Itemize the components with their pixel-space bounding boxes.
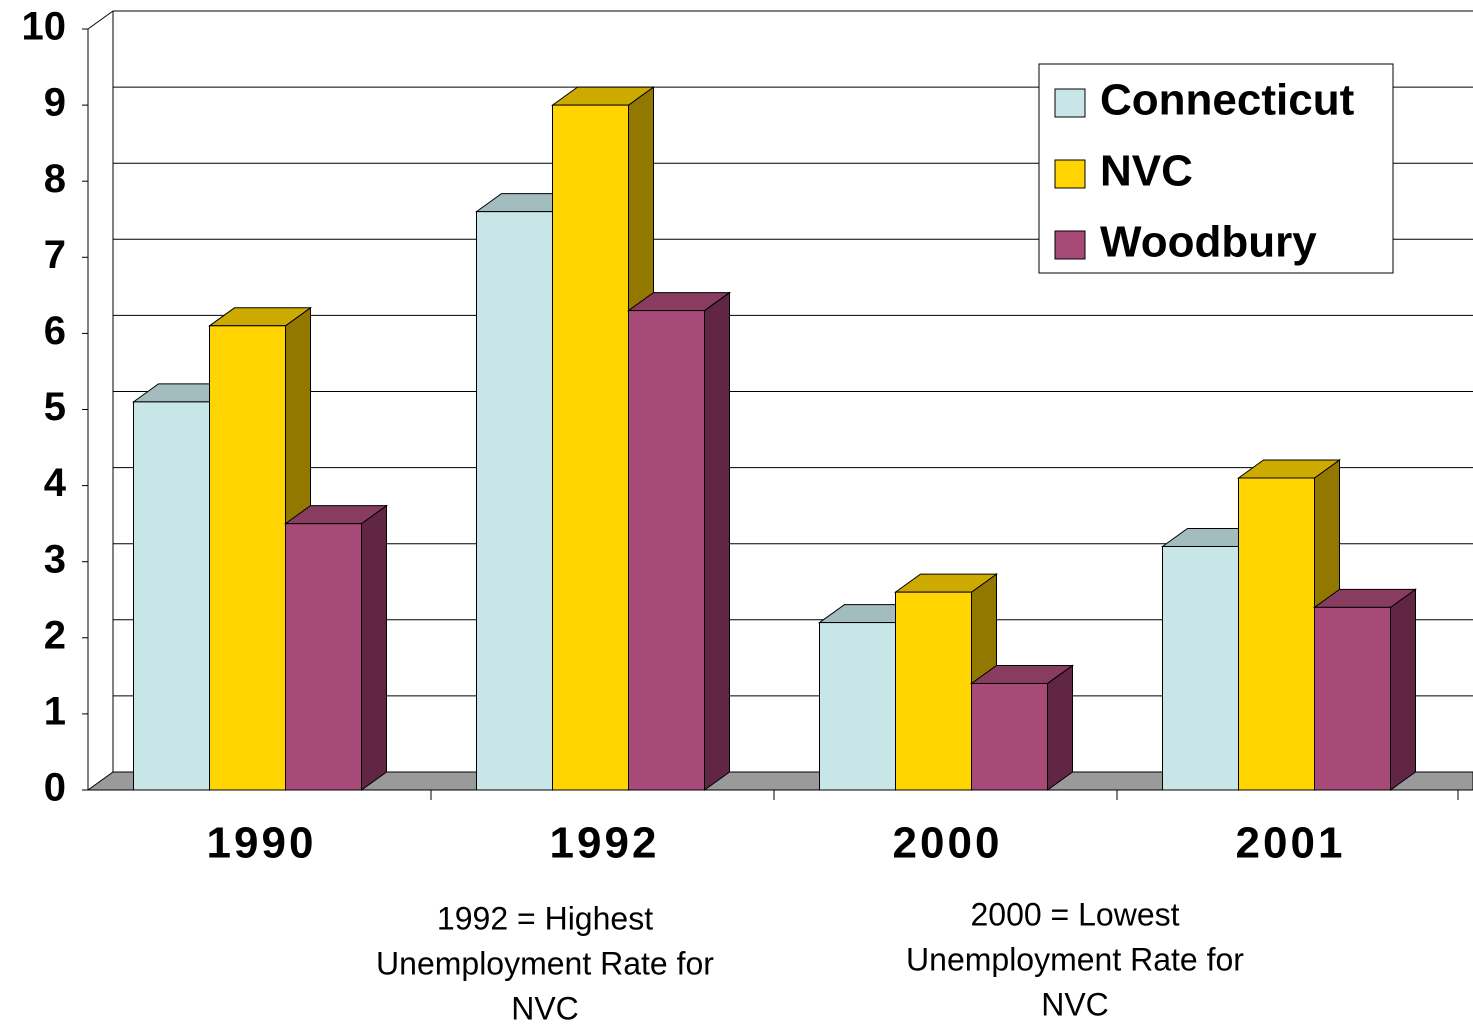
bar bbox=[1238, 477, 1315, 791]
bar bbox=[209, 325, 286, 791]
x-tick-label: 2000 bbox=[893, 819, 1003, 868]
y-tick-label: 3 bbox=[44, 537, 66, 581]
legend-label: Connecticut bbox=[1100, 76, 1355, 125]
legend-label: NVC bbox=[1100, 147, 1193, 196]
bar bbox=[1162, 545, 1239, 791]
x-tick-label: 2001 bbox=[1236, 819, 1346, 868]
legend-swatch bbox=[1054, 230, 1086, 260]
bar-side bbox=[1390, 588, 1416, 791]
annotation: 1992 = Highest bbox=[437, 900, 653, 936]
y-tick-label: 8 bbox=[44, 157, 66, 201]
bar bbox=[895, 591, 972, 791]
bar bbox=[133, 401, 210, 791]
y-tick-label: 10 bbox=[22, 5, 67, 49]
bar bbox=[1314, 606, 1391, 791]
y-tick-label: 9 bbox=[44, 81, 66, 125]
legend-swatch bbox=[1054, 159, 1086, 189]
bar-side bbox=[361, 504, 387, 791]
bar-side bbox=[1047, 664, 1073, 791]
legend-swatch bbox=[1054, 88, 1086, 118]
legend-box bbox=[1038, 63, 1394, 274]
bar bbox=[628, 310, 705, 791]
y-tick-label: 6 bbox=[44, 309, 66, 353]
x-tick-label: 1990 bbox=[207, 819, 317, 868]
bar bbox=[819, 622, 896, 791]
legend-label: Woodbury bbox=[1100, 218, 1317, 267]
y-tick-label: 4 bbox=[44, 461, 67, 505]
bar bbox=[285, 523, 362, 791]
y-tick-label: 1 bbox=[44, 689, 66, 733]
bar bbox=[476, 211, 553, 791]
y-tick-label: 5 bbox=[44, 385, 66, 429]
y-tick-label: 0 bbox=[44, 766, 66, 810]
annotation: Unemployment Rate for bbox=[906, 941, 1244, 977]
annotation: Unemployment Rate for bbox=[376, 945, 714, 981]
y-tick-label: 2 bbox=[44, 613, 66, 657]
y-tick-label: 7 bbox=[44, 233, 66, 277]
x-tick-label: 1992 bbox=[550, 819, 660, 868]
bar-side bbox=[704, 291, 730, 791]
annotation: 2000 = Lowest bbox=[970, 896, 1179, 932]
bar bbox=[971, 682, 1048, 791]
annotation: NVC bbox=[511, 990, 579, 1024]
annotation: NVC bbox=[1041, 986, 1109, 1022]
bar bbox=[552, 104, 629, 791]
axis-join bbox=[87, 10, 114, 30]
